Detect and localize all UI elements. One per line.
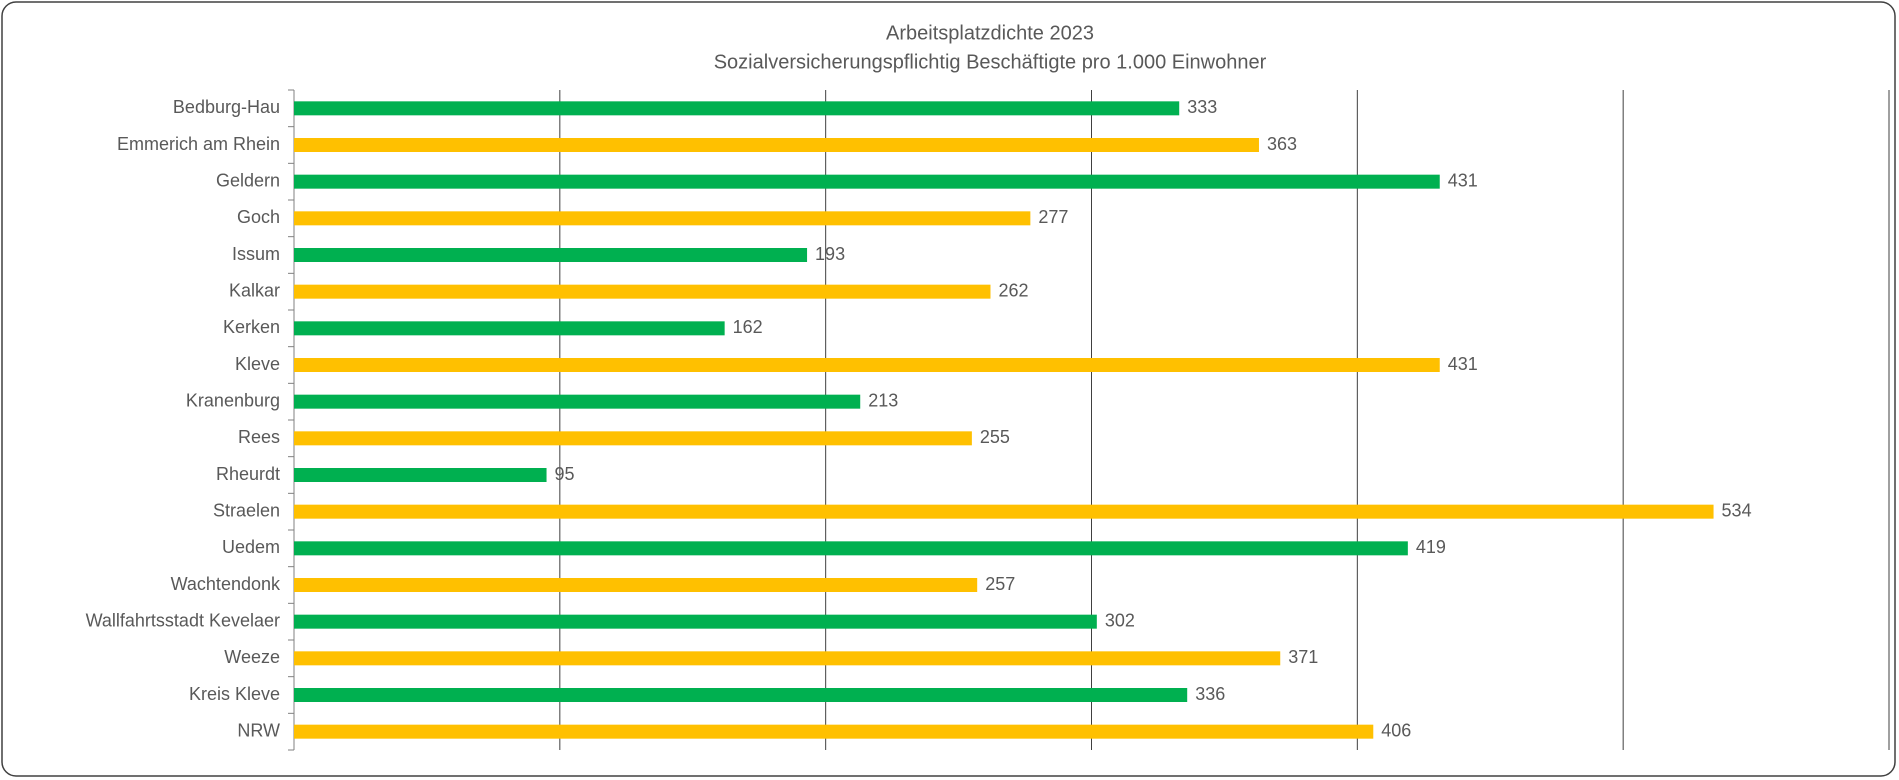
bar bbox=[294, 541, 1408, 556]
bar bbox=[294, 651, 1281, 666]
data-label: 193 bbox=[815, 244, 845, 264]
y-tick-label: Kranenburg bbox=[186, 390, 280, 410]
data-label: 302 bbox=[1105, 610, 1135, 630]
y-tick-label: Goch bbox=[237, 207, 280, 227]
data-label: 95 bbox=[555, 464, 575, 484]
y-tick-label: Bedburg-Hau bbox=[173, 97, 280, 117]
data-label: 162 bbox=[733, 317, 763, 337]
bar bbox=[294, 174, 1440, 189]
data-label: 431 bbox=[1448, 170, 1478, 190]
y-tick-label: Geldern bbox=[216, 170, 280, 190]
bar bbox=[294, 504, 1714, 519]
y-tick-label: Rees bbox=[238, 427, 280, 447]
bar bbox=[294, 578, 978, 592]
y-tick-label: Kreis Kleve bbox=[189, 684, 280, 704]
bar bbox=[294, 614, 1097, 629]
bar bbox=[294, 284, 991, 299]
bar bbox=[294, 358, 1440, 372]
data-label: 363 bbox=[1267, 134, 1297, 154]
y-tick-label: Emmerich am Rhein bbox=[117, 134, 280, 154]
y-tick-label: Rheurdt bbox=[216, 464, 280, 484]
y-tick-label: Weeze bbox=[224, 647, 280, 667]
bar bbox=[294, 101, 1180, 116]
bar bbox=[294, 248, 808, 262]
data-label: 333 bbox=[1187, 97, 1217, 117]
bar bbox=[294, 688, 1188, 702]
data-label: 262 bbox=[998, 280, 1028, 300]
bar bbox=[294, 138, 1259, 152]
y-tick-label: Issum bbox=[232, 244, 280, 264]
chart-title: Arbeitsplatzdichte 2023 bbox=[886, 22, 1094, 44]
y-tick-label: Kerken bbox=[223, 317, 280, 337]
bar bbox=[294, 431, 972, 446]
bar bbox=[294, 321, 725, 336]
y-tick-label: NRW bbox=[237, 720, 280, 740]
data-label: 419 bbox=[1416, 537, 1446, 557]
data-label: 257 bbox=[985, 574, 1015, 594]
bar bbox=[294, 724, 1374, 739]
data-label: 371 bbox=[1288, 647, 1318, 667]
chart-subtitle: Sozialversicherungspflichtig Beschäftigt… bbox=[714, 51, 1267, 73]
data-label: 213 bbox=[868, 390, 898, 410]
y-tick-label: Straelen bbox=[213, 500, 280, 520]
data-label: 406 bbox=[1381, 720, 1411, 740]
bar bbox=[294, 468, 547, 482]
data-label: 277 bbox=[1038, 207, 1068, 227]
y-tick-label: Uedem bbox=[222, 537, 280, 557]
data-label: 336 bbox=[1195, 684, 1225, 704]
bar bbox=[294, 211, 1031, 226]
y-tick-label: Wachtendonk bbox=[171, 574, 281, 594]
data-label: 431 bbox=[1448, 354, 1478, 374]
data-label: 255 bbox=[980, 427, 1010, 447]
y-tick-label: Wallfahrtsstadt Kevelaer bbox=[86, 610, 280, 630]
bar bbox=[294, 394, 861, 409]
y-tick-label: Kleve bbox=[235, 354, 280, 374]
data-label: 534 bbox=[1722, 500, 1752, 520]
y-tick-label: Kalkar bbox=[229, 280, 280, 300]
